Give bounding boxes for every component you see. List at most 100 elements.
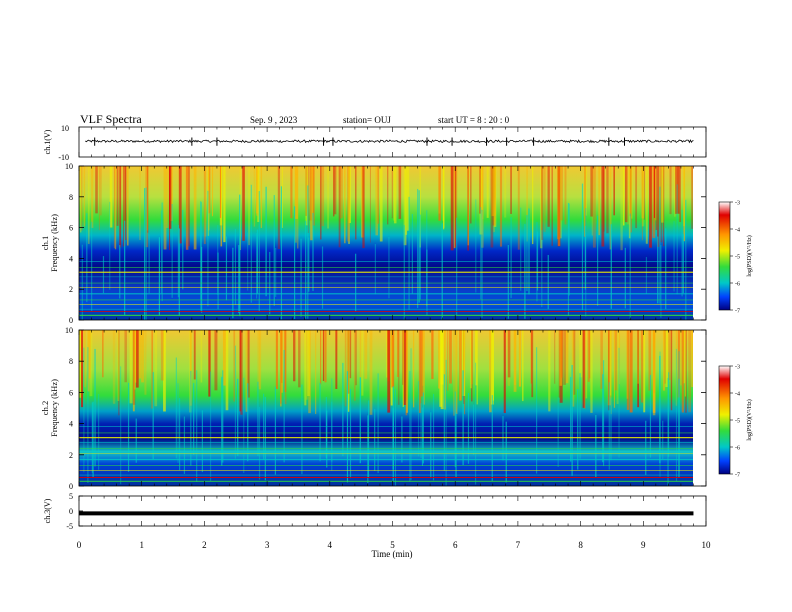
ch2-cyan-streak: [678, 351, 680, 472]
ch1-hot-streak: [543, 166, 546, 232]
ch2-cyan-streak: [247, 383, 249, 462]
ch2-hot-streak: [151, 330, 153, 409]
ch2-hot-streak: [240, 330, 243, 415]
ch2-cyan-streak: [257, 381, 259, 456]
ch2-hot-streak: [626, 330, 630, 410]
ch1-cyan-streak: [426, 249, 428, 316]
ch1-hot-streak: [344, 166, 346, 244]
ch2-cyan-streak: [467, 392, 470, 464]
ch2-hot-streak: [514, 330, 516, 385]
ch1-hot-streak: [139, 166, 141, 241]
ch2-cyan-streak: [430, 412, 432, 479]
ch2-cyan-streak: [377, 373, 379, 474]
ch2-cyan-streak: [243, 377, 245, 474]
ch1-hot-streak: [419, 166, 421, 248]
ch2-cyan-streak: [177, 383, 179, 463]
ch1-hot-streak: [679, 166, 681, 222]
ch1-hot-streak: [598, 166, 601, 236]
ch2-hot-streak: [200, 330, 203, 383]
ch1-hot-streak: [114, 166, 117, 250]
ch2-cyan-streak: [557, 397, 559, 467]
ch2-colorbar-tick-label: -3: [735, 365, 740, 371]
ch1-hot-streak: [480, 166, 484, 248]
ch2-colorbar-ticks: -3 -4 -5 -6 -7: [730, 365, 740, 479]
ch2-hot-streak: [563, 330, 566, 385]
ch1-hot-streak: [327, 166, 329, 229]
ch1-hot-streak: [540, 166, 543, 249]
ch2-cyan-streak: [462, 370, 464, 466]
ch1-hot-streak: [277, 166, 280, 249]
ch1-hot-streak: [674, 166, 676, 217]
ch1-spectrogram-ytick-label: 2: [69, 285, 73, 294]
ch2-cyan-streak: [359, 377, 361, 464]
ch2-hot-streak: [665, 330, 669, 387]
ch1-cyan-streak: [217, 252, 219, 310]
ch1-hot-streak: [490, 166, 494, 248]
ch1-hot-streak: [470, 166, 472, 224]
ch1-cyan-streak: [91, 221, 93, 311]
ch1-hot-streak: [208, 166, 211, 214]
ch1-cyan-streak: [411, 214, 413, 294]
ch1-hot-streak: [585, 166, 587, 216]
ch2-hot-streak: [420, 330, 424, 397]
ch1-cyan-streak: [160, 210, 163, 294]
ch1-cyan-streak: [567, 202, 570, 316]
ch2-hot-streak: [245, 330, 248, 412]
ch1-hot-streak: [188, 166, 190, 247]
ch1-cyan-streak: [417, 188, 419, 309]
ch2-hot-streak: [584, 330, 586, 409]
ch2-hot-streak: [531, 330, 534, 398]
ch1-hot-streak: [338, 166, 341, 248]
ch2-hot-streak: [141, 330, 144, 383]
time-tick-label: 6: [453, 540, 458, 550]
ch2-hot-streak: [163, 330, 166, 412]
ch1-hot-streak: [170, 166, 173, 221]
ch2-hot-streak: [600, 330, 603, 389]
ch2-hot-streak: [637, 330, 640, 408]
ch2-cyan-streak: [367, 415, 369, 484]
ch1-hot-streak: [557, 166, 560, 240]
ch2-hot-streak: [573, 330, 576, 395]
ch2-hot-streak: [618, 330, 621, 385]
ch2-hot-streak: [403, 330, 407, 405]
ch1-hot-streak: [683, 166, 686, 242]
ch1-hot-streak: [635, 166, 638, 229]
ch2-spectrogram-streaks: [79, 330, 693, 486]
time-axis-label: Time (min): [372, 549, 413, 559]
ch1-hot-streak: [456, 166, 458, 236]
ch2-hot-streak: [459, 330, 462, 401]
ch1-spectrogram-blank: [693, 166, 706, 320]
ch2-hot-streak: [530, 330, 532, 384]
ch2-hot-streak: [608, 330, 610, 411]
ch1-cyan-streak: [109, 201, 111, 290]
ch1-hot-streak: [691, 166, 693, 229]
ch2-cyan-streak: [505, 421, 507, 483]
ch2-cyan-streak: [422, 392, 424, 464]
ch2-colorbar-tick-label: -6: [735, 446, 740, 452]
ch2-cyan-streak: [443, 374, 445, 471]
ch2-cyan-streak: [608, 382, 610, 470]
ch2-hot-streak: [233, 330, 236, 402]
ch1-hot-streak: [559, 166, 562, 239]
ch2-hot-streak: [347, 330, 350, 412]
ch1-spectrogram-ylabel-channel: ch.1: [40, 236, 50, 250]
ch2-cyan-streak: [196, 370, 198, 482]
ch2-hot-streak: [571, 330, 575, 407]
ch2-hot-streak: [565, 330, 569, 384]
ch2-hot-streak: [208, 330, 211, 397]
ch2-cyan-streak: [319, 382, 321, 462]
ch1-colorbar-label: log(PSD)(V²/Hz): [746, 235, 753, 276]
ch1-hot-streak: [113, 166, 116, 249]
ch2-hot-streak: [112, 330, 116, 404]
ch1-cyan-streak: [102, 256, 105, 294]
ch1-hot-streak: [657, 166, 660, 247]
ch1-cyan-streak: [158, 237, 161, 316]
ch2-colorbar-tick-label: -7: [735, 473, 740, 479]
ch2-spectrogram-blank: [693, 330, 706, 486]
ch1-hot-streak: [100, 166, 102, 216]
ch2-hot-streak: [134, 330, 136, 390]
ch1-hot-streak: [219, 166, 223, 226]
ch1-cyan-streak: [581, 183, 584, 311]
ch1-hot-streak: [168, 166, 172, 229]
